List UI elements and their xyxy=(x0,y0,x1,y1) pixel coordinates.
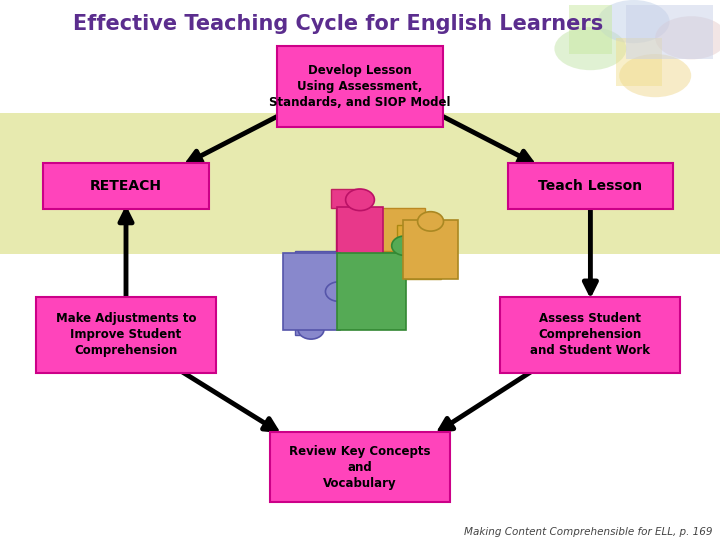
Ellipse shape xyxy=(554,27,626,70)
Polygon shape xyxy=(295,251,342,335)
FancyBboxPatch shape xyxy=(270,432,450,502)
Ellipse shape xyxy=(655,16,720,59)
Bar xyxy=(336,258,397,328)
Polygon shape xyxy=(626,5,713,59)
FancyBboxPatch shape xyxy=(36,297,216,373)
FancyBboxPatch shape xyxy=(283,253,340,330)
Polygon shape xyxy=(569,5,612,54)
Text: RETEACH: RETEACH xyxy=(90,179,162,193)
Text: Teach Lesson: Teach Lesson xyxy=(539,179,642,193)
Ellipse shape xyxy=(598,0,670,43)
FancyBboxPatch shape xyxy=(508,163,673,209)
Ellipse shape xyxy=(619,54,691,97)
Text: Effective Teaching Cycle for English Learners: Effective Teaching Cycle for English Lea… xyxy=(73,14,603,33)
FancyBboxPatch shape xyxy=(43,163,209,209)
Bar xyxy=(336,209,377,258)
FancyBboxPatch shape xyxy=(337,253,406,330)
Polygon shape xyxy=(342,251,400,321)
Circle shape xyxy=(298,320,324,339)
FancyBboxPatch shape xyxy=(0,113,720,254)
FancyBboxPatch shape xyxy=(277,46,443,127)
Circle shape xyxy=(392,236,418,255)
Text: Review Key Concepts
and
Vocabulary: Review Key Concepts and Vocabulary xyxy=(289,444,431,490)
FancyBboxPatch shape xyxy=(403,220,458,279)
Circle shape xyxy=(418,212,444,231)
Text: Assess Student
Comprehension
and Student Work: Assess Student Comprehension and Student… xyxy=(531,312,650,357)
Bar xyxy=(288,258,336,328)
FancyBboxPatch shape xyxy=(500,297,680,373)
Polygon shape xyxy=(616,38,662,86)
Bar xyxy=(397,225,441,279)
Text: Develop Lesson
Using Assessment,
Standards, and SIOP Model: Develop Lesson Using Assessment, Standar… xyxy=(269,64,451,109)
Text: Make Adjustments to
Improve Student
Comprehension: Make Adjustments to Improve Student Comp… xyxy=(55,312,197,357)
Polygon shape xyxy=(331,189,378,251)
Polygon shape xyxy=(378,208,425,278)
Circle shape xyxy=(346,189,374,211)
FancyBboxPatch shape xyxy=(337,207,383,260)
Circle shape xyxy=(325,282,351,301)
Text: Making Content Comprehensible for ELL, p. 169: Making Content Comprehensible for ELL, p… xyxy=(464,527,713,537)
